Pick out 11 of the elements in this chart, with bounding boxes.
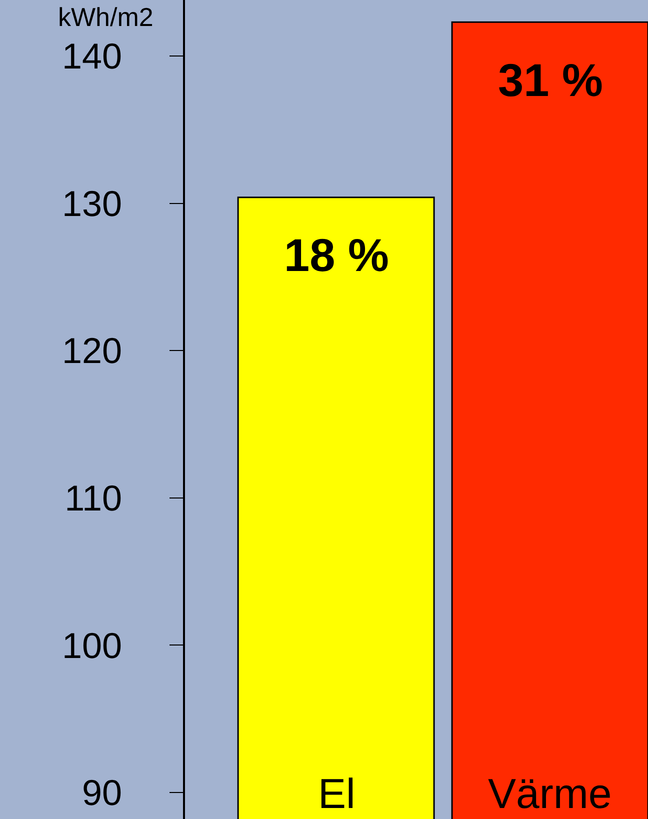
y-axis-title: kWh/m2 — [58, 2, 154, 32]
y-tick-label: 140 — [62, 36, 122, 77]
annotation: 18 % — [284, 229, 389, 281]
y-tick-label: 110 — [64, 477, 122, 518]
y-tick-label: 120 — [62, 330, 122, 372]
x-tick-label: El — [318, 770, 356, 817]
y-tick-label: 130 — [62, 182, 122, 224]
x-tick-label: Värme — [488, 770, 612, 817]
y-tick-label: 90 — [82, 772, 122, 814]
y-tick-label: 100 — [62, 624, 122, 666]
annotation: 31 % — [498, 54, 603, 106]
